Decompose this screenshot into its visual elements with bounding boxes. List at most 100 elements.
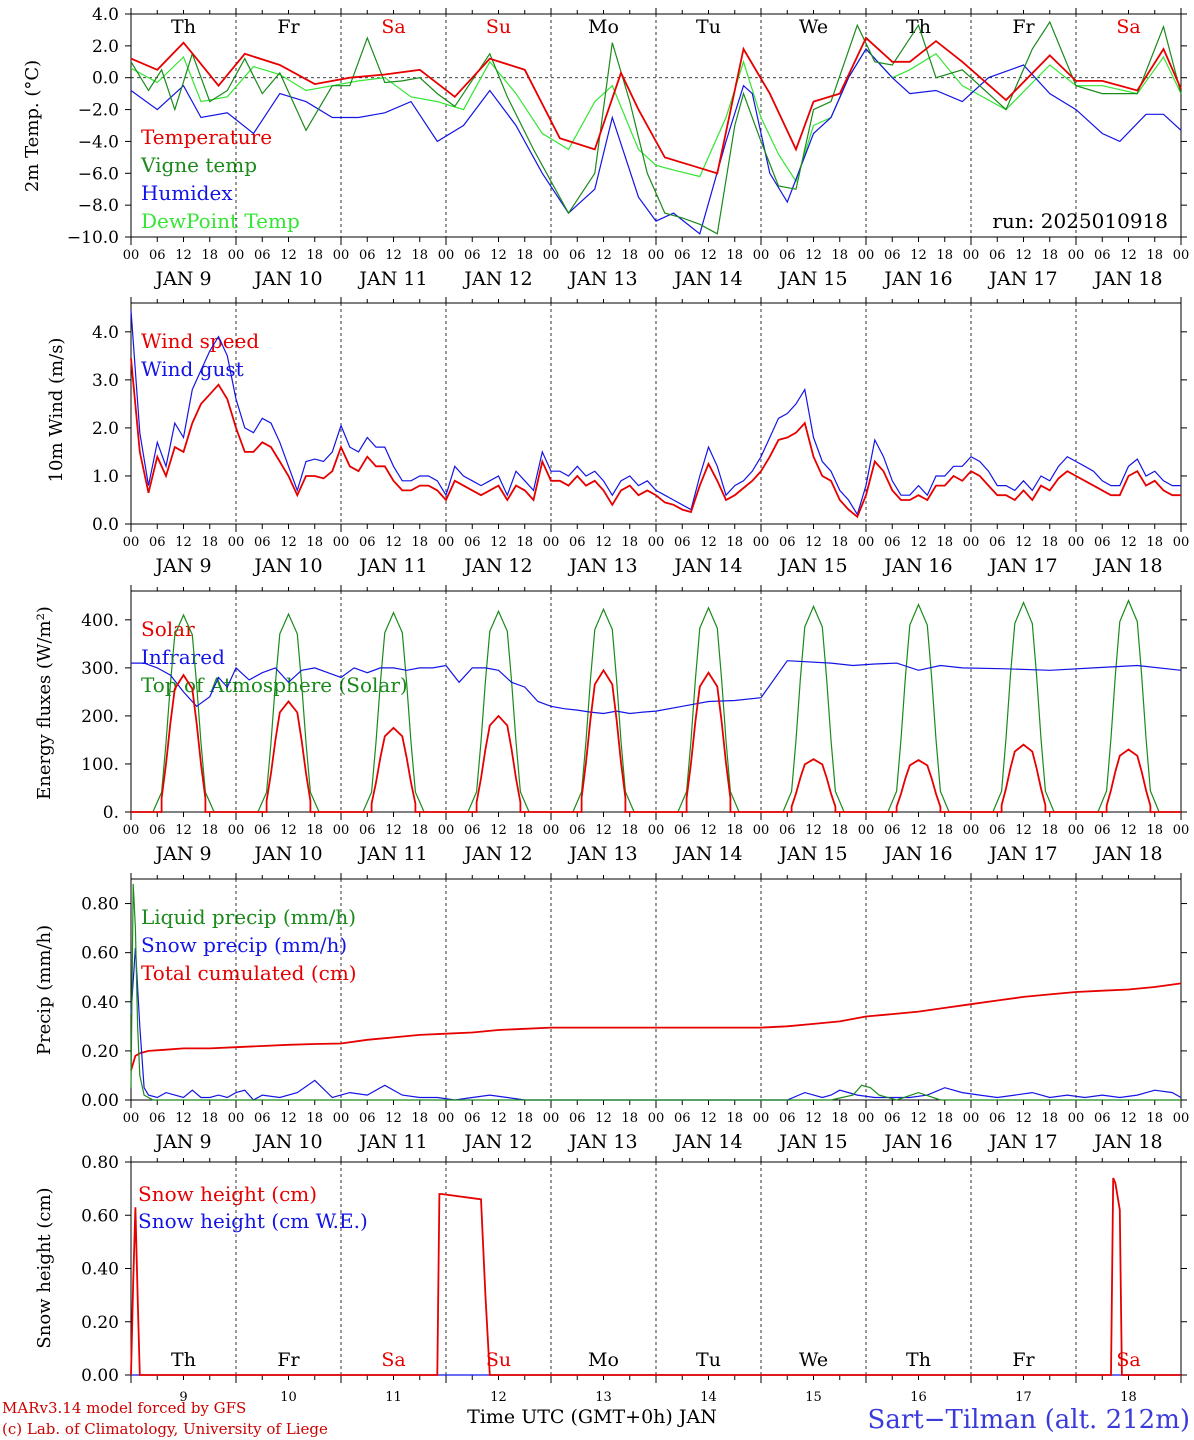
hour-tick-label: 12 <box>1120 535 1137 550</box>
hour-tick-label: 00 <box>333 823 350 838</box>
day-number-label: 12 <box>490 1390 507 1405</box>
date-tick-label: JAN 15 <box>777 1131 847 1153</box>
weekday-label: Sa <box>381 16 405 38</box>
y-tick-label: 0.80 <box>81 1153 119 1173</box>
hour-tick-label: 00 <box>753 248 770 263</box>
hour-tick-label: 00 <box>1173 1111 1190 1126</box>
hour-tick-label: 18 <box>831 248 848 263</box>
model-credit: MARv3.14 model forced by GFS <box>2 1399 246 1417</box>
hour-tick-label: 18 <box>621 248 638 263</box>
hour-tick-label: 18 <box>201 248 218 263</box>
y-tick-label: 1.0 <box>92 467 119 487</box>
date-tick-label: JAN 15 <box>777 268 847 290</box>
y-tick-label: 3.0 <box>92 371 119 391</box>
y-tick-label: 4.0 <box>92 5 119 25</box>
series-line <box>130 982 1182 1071</box>
hour-tick-label: 12 <box>595 248 612 263</box>
hour-tick-label: 12 <box>910 535 927 550</box>
hour-tick-label: 06 <box>779 1111 796 1126</box>
hour-tick-label: 06 <box>149 1111 166 1126</box>
date-tick-label: JAN 9 <box>153 268 211 290</box>
hour-tick-label: 06 <box>254 248 271 263</box>
date-tick-label: JAN 12 <box>462 1131 532 1153</box>
series-line <box>130 48 1182 235</box>
hour-tick-label: 00 <box>333 248 350 263</box>
hour-tick-label: 18 <box>726 248 743 263</box>
hour-tick-label: 06 <box>779 823 796 838</box>
date-tick-label: JAN 9 <box>153 843 211 865</box>
hour-tick-label: 06 <box>1094 248 1111 263</box>
date-tick-label: JAN 16 <box>882 843 952 865</box>
series-line <box>131 668 1181 813</box>
weekday-label: We <box>799 16 828 38</box>
hour-tick-label: 00 <box>963 248 980 263</box>
hour-tick-label: 06 <box>464 535 481 550</box>
weekday-label: Tu <box>696 16 721 38</box>
weekday-label: Mo <box>588 16 619 38</box>
date-tick-label: JAN 10 <box>252 268 322 290</box>
hour-tick-label: 00 <box>123 823 140 838</box>
energy-ylabel: Energy fluxes (W/m²) <box>34 606 55 800</box>
hour-tick-label: 18 <box>516 535 533 550</box>
y-tick-label: 0.60 <box>81 1206 119 1226</box>
day-number-label: 9 <box>179 1390 187 1405</box>
hour-tick-label: 12 <box>280 1111 297 1126</box>
hour-tick-label: 00 <box>1068 535 1085 550</box>
hour-tick-label: 00 <box>333 535 350 550</box>
y-tick-label: 4.0 <box>92 323 119 343</box>
series-line <box>131 660 1182 715</box>
weekday-label: Su <box>486 1349 511 1371</box>
hour-tick-label: 06 <box>149 535 166 550</box>
copyright: (c) Lab. of Climatology, University of L… <box>2 1420 328 1438</box>
hour-tick-label: 18 <box>516 1111 533 1126</box>
hour-tick-label: 00 <box>543 248 560 263</box>
hour-tick-label: 06 <box>464 1111 481 1126</box>
hour-tick-label: 12 <box>1120 248 1137 263</box>
hour-tick-label: 00 <box>648 248 665 263</box>
y-tick-label: 200. <box>81 707 119 727</box>
date-tick-label: JAN 9 <box>153 1131 211 1153</box>
date-tick-label: JAN 12 <box>462 555 532 577</box>
hour-tick-label: 12 <box>700 535 717 550</box>
date-tick-label: JAN 11 <box>357 555 427 577</box>
hour-tick-label: 18 <box>831 1111 848 1126</box>
hour-tick-label: 12 <box>175 1111 192 1126</box>
hour-tick-label: 12 <box>490 823 507 838</box>
hour-tick-label: 06 <box>359 535 376 550</box>
hour-tick-label: 00 <box>648 823 665 838</box>
y-tick-label: −10.0 <box>67 228 119 248</box>
hour-tick-label: 00 <box>648 1111 665 1126</box>
legend-snow-height: Snow height (cm) <box>138 1182 317 1206</box>
hour-tick-label: 12 <box>805 248 822 263</box>
y-tick-label: −2.0 <box>78 101 119 121</box>
hour-tick-label: 06 <box>464 248 481 263</box>
date-tick-label: JAN 16 <box>882 1131 952 1153</box>
legend-humidex: Humidex <box>141 181 233 205</box>
wind-ylabel: 10m Wind (m/s) <box>46 338 67 483</box>
temperature-panel: 2m Temp. (°C) Temperature Vigne temp Hum… <box>22 5 1189 290</box>
y-tick-label: 0.40 <box>81 993 119 1013</box>
hour-tick-label: 12 <box>595 823 612 838</box>
date-tick-label: JAN 13 <box>567 268 637 290</box>
y-tick-label: 100. <box>81 755 119 775</box>
day-number-label: 16 <box>910 1390 927 1405</box>
date-tick-label: JAN 18 <box>1092 555 1162 577</box>
snow-panel: Snow height (cm) Snow height (cm) Snow h… <box>34 1153 1187 1405</box>
series-line <box>130 36 1182 175</box>
legend-vigne-temp: Vigne temp <box>140 153 257 177</box>
legend-total-cumulated: Total cumulated (cm) <box>141 961 357 985</box>
hour-tick-label: 00 <box>543 535 560 550</box>
hour-tick-label: 06 <box>674 1111 691 1126</box>
x-axis-label: Time UTC (GMT+0h) JAN <box>467 1406 717 1428</box>
date-tick-label: JAN 11 <box>357 1131 427 1153</box>
hour-tick-label: 18 <box>306 535 323 550</box>
day-number-label: 18 <box>1120 1390 1137 1405</box>
hour-tick-label: 00 <box>438 535 455 550</box>
run-label: run: 2025010918 <box>992 209 1168 233</box>
legend-liquid-precip: Liquid precip (mm/h) <box>141 905 356 929</box>
hour-tick-label: 12 <box>595 1111 612 1126</box>
hour-tick-label: 00 <box>228 248 245 263</box>
series-line <box>130 358 1181 519</box>
hour-tick-label: 06 <box>989 248 1006 263</box>
weekday-label: Sa <box>381 1349 405 1371</box>
